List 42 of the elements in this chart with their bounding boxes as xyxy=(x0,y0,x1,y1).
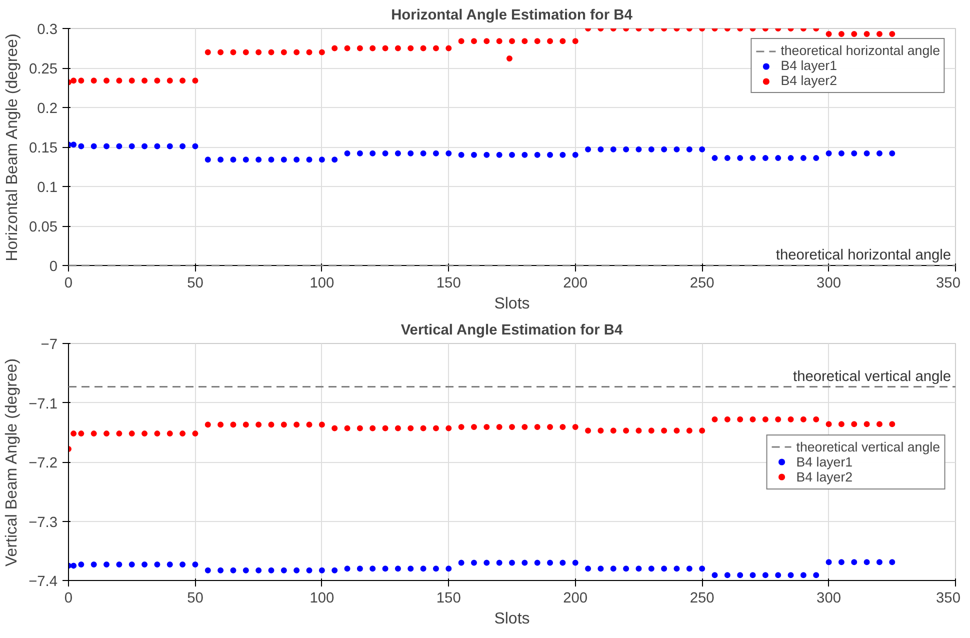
y-tick-label: −7.1 xyxy=(28,396,58,412)
x-tick-label: 200 xyxy=(563,276,588,292)
x-tick-label: 300 xyxy=(816,590,842,606)
text: theoretical vertical angle xyxy=(796,439,940,454)
y-tick-label: 0 xyxy=(49,259,58,275)
x-tick-label: 350 xyxy=(936,590,961,606)
x-tick-label: 100 xyxy=(310,590,334,606)
y-axis-title: Vertical Beam Angle (degree) xyxy=(4,358,21,566)
chart-title: Vertical Angle Estimation for B4 xyxy=(400,322,624,338)
y-axis-title: Horizontal Beam Angle (degree) xyxy=(4,34,21,262)
ref-line-label: theoretical horizontal angle xyxy=(776,248,952,264)
ref-line-label: theoretical vertical angle xyxy=(793,368,952,385)
y-tick-label: 0.1 xyxy=(37,180,58,196)
x-tick-label: 150 xyxy=(436,590,461,606)
x-tick-label: 100 xyxy=(310,276,334,292)
legend-label: B4 layer1 xyxy=(780,58,837,73)
text: theoretical horizontal angle xyxy=(780,43,940,58)
x-axis-title: Slots xyxy=(494,610,530,628)
x-tick-label: 200 xyxy=(563,590,588,606)
x-tick-label: 250 xyxy=(690,276,714,292)
legend-label: B4 layer2 xyxy=(780,73,837,88)
y-tick-label: −7.3 xyxy=(28,514,58,531)
legend-label: B4 layer2 xyxy=(796,469,853,484)
x-axis-title: Slots xyxy=(494,296,530,312)
y-tick-label: −7 xyxy=(40,337,58,353)
y-tick-label: −7.4 xyxy=(28,574,58,590)
y-tick-label: −7.2 xyxy=(28,456,58,472)
x-tick-label: 50 xyxy=(187,276,204,292)
x-tick-label: 300 xyxy=(816,276,842,292)
y-tick-label: 0.15 xyxy=(28,140,58,156)
x-tick-label: 250 xyxy=(690,590,714,606)
x-tick-label: 150 xyxy=(436,276,461,292)
legend-label: B4 layer1 xyxy=(796,454,853,469)
x-tick-label: 50 xyxy=(187,590,204,606)
y-tick-label: 0.25 xyxy=(28,62,58,78)
y-tick-label: 0.3 xyxy=(37,22,58,38)
x-tick-label: 350 xyxy=(936,276,961,292)
x-tick-label: 0 xyxy=(64,276,73,292)
y-tick-label: 0.2 xyxy=(37,101,58,117)
x-tick-label: 0 xyxy=(64,590,73,606)
chart-title: Horizontal Angle Estimation for B4 xyxy=(391,8,634,24)
y-tick-label: 0.05 xyxy=(28,220,58,236)
